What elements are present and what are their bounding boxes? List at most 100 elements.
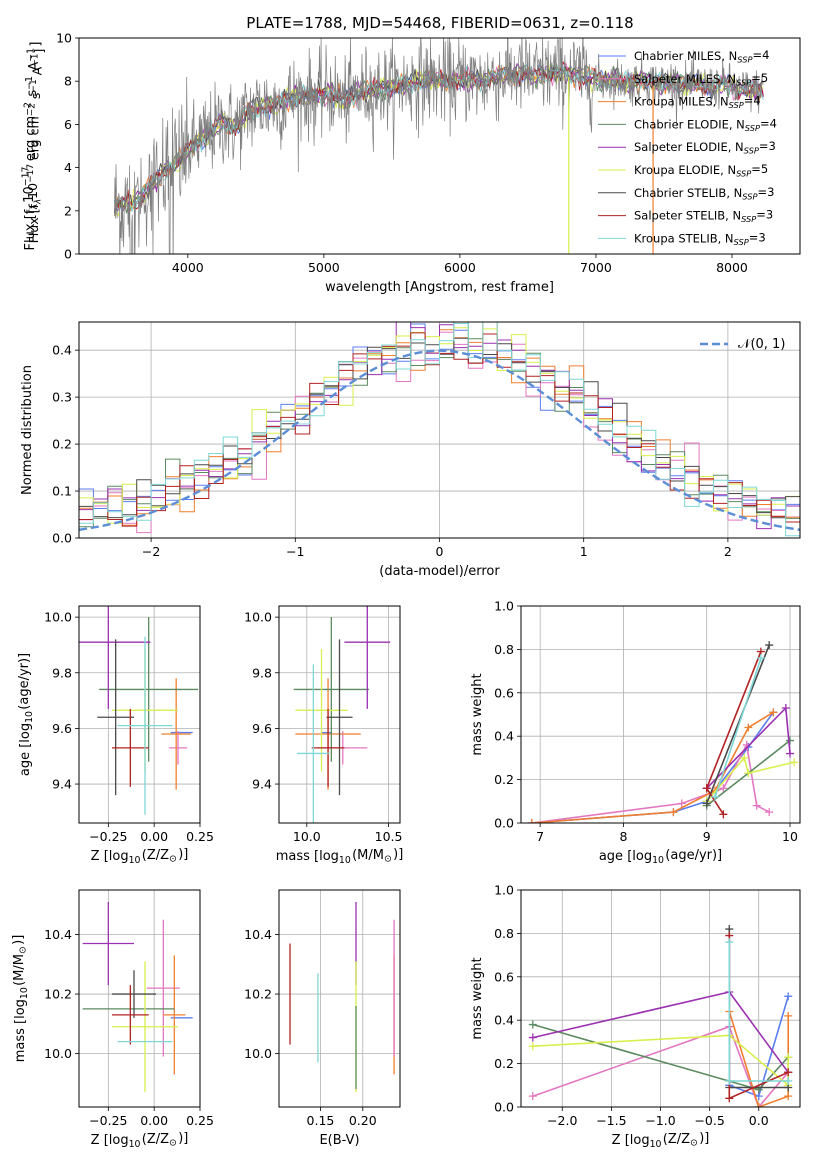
y-tick-label: 10.4 [244, 927, 272, 942]
y-tick-label: 9.6 [52, 721, 72, 736]
y-tick-label: 0.0 [52, 531, 72, 546]
y-tick-label: 9.8 [252, 665, 272, 680]
legend-label-chabrier-stelib: Chabrier STELIB, NSSP=3 [634, 185, 774, 201]
y-tick-label: 10.2 [244, 987, 272, 1002]
chart-age-Z: −0.25 0.00 0.25 9.4 9.6 9.8 10.0 Z [log10 (Z/Z⊙… [17, 605, 214, 866]
y-tick-label: 9.8 [52, 665, 72, 680]
marker-salpeter-elodie [528, 1033, 537, 1042]
marker-kroupa-stelib [711, 792, 720, 801]
y-axis-label: mass weight [470, 957, 485, 1039]
marker-salpeter-miles [528, 1092, 537, 1101]
marker-chabrier-elodie [786, 736, 795, 745]
legend-label-chabrier-elodie: Chabrier ELODIE, NSSP=4 [634, 116, 777, 132]
marker-salpeter-miles [765, 808, 774, 817]
y-tick-label: 0 [64, 247, 72, 262]
marker-kroupa-stelib [725, 1076, 734, 1085]
x-tick-label: −1.5 [596, 1113, 626, 1128]
marker-kroupa-stelib [756, 654, 765, 663]
marker-salpeter-stelib [784, 1068, 793, 1077]
x-tick-label: 8000 [716, 260, 748, 275]
chart-mw-age: 7 8 9 10 0.0 0.2 0.4 0.6 0.8 1.0 age [log10 (age/y… [470, 599, 801, 866]
mass-weight-line-kroupa-elodie [706, 756, 795, 802]
y-tick-label: 0.2 [494, 1056, 514, 1071]
axes-frame [278, 889, 401, 1108]
x-tick-label: 0.0 [749, 1113, 769, 1128]
marker-kroupa-elodie [744, 769, 753, 778]
marker-kroupa-miles [754, 1103, 763, 1107]
mass-weight-line-salpeter-miles [532, 1025, 789, 1107]
marker-chabrier-stelib [702, 799, 711, 808]
y-tick-label: 9.4 [252, 777, 272, 792]
chart-residuals: −2 −1 0 1 2 0.0 0.1 0.2 0.3 0.4 (data-model)/error… [20, 321, 801, 579]
x-tick-label: −0.25 [89, 1113, 127, 1128]
y-tick-label: 0.6 [494, 685, 514, 700]
marker-salpeter-stelib [719, 810, 728, 819]
x-axis-label: (data-model)/error [379, 564, 500, 579]
y-tick-label: 10.0 [44, 610, 72, 625]
y-tick-label: 0.2 [494, 772, 514, 787]
plot-area [79, 606, 199, 815]
x-tick-label: −2.0 [547, 1113, 577, 1128]
y-tick-label: 8 [64, 74, 72, 89]
y-tick-label: 0.4 [494, 729, 514, 744]
marker-salpeter-elodie [786, 749, 795, 758]
marker-kroupa-miles [669, 808, 678, 817]
y-tick-label: 0.2 [52, 437, 72, 452]
x-tick-label: 1 [580, 544, 588, 559]
y-tick-label: 10.0 [244, 1046, 272, 1061]
marker-salpeter-miles [719, 784, 728, 793]
x-tick-label: 0.15 [307, 1113, 335, 1128]
x-axis-label: mass [log10 (M/M⊙ )] [276, 847, 404, 866]
marker-salpeter-miles [752, 801, 761, 810]
histogram-kroupa-stelib [79, 322, 800, 537]
y-tick-label: 10.2 [44, 987, 72, 1002]
marker-salpeter-elodie [781, 703, 790, 712]
y-tick-label: 10 [56, 31, 72, 46]
marker-chabrier-miles [784, 992, 793, 1001]
y-tick-label: 0.8 [494, 642, 514, 657]
x-axis-label: E(B-V) [319, 1133, 359, 1148]
chart-age-mass: 10.0 10.5 9.4 9.6 9.8 10.0 mass [log10 (M/M⊙ )… [244, 605, 404, 866]
y-tick-label: 10.4 [44, 927, 72, 942]
x-tick-label: 4000 [172, 260, 204, 275]
plot-area [113, 38, 764, 254]
marker-chabrier-elodie [528, 1020, 537, 1029]
mass-weight-line-chabrier-stelib [705, 644, 770, 804]
y-tick-label: 1.0 [494, 599, 514, 614]
y-tick-label: 0.1 [52, 484, 72, 499]
y-axis-label: Flux [fλ10−17 erg cm−2 s−1 A−1] [25, 49, 46, 244]
marker-kroupa-elodie [784, 1053, 793, 1062]
y-axis-label: Normed distribution [20, 365, 35, 495]
y-tick-label: 9.6 [252, 721, 272, 736]
x-tick-label: 0.25 [186, 829, 214, 844]
x-tick-label: 7000 [580, 260, 612, 275]
x-tick-label: 10 [782, 829, 798, 844]
x-axis-label: Z [log10 (Z/Z⊙ )] [612, 1131, 710, 1150]
legend-label-normal: 𝒩(0, 1) [738, 337, 785, 352]
plot-area [293, 606, 391, 823]
chart-mass-ebv: 0.15 0.20 10.0 10.2 10.4 E(B-V) [244, 889, 401, 1148]
y-tick-label: 0.0 [494, 1100, 514, 1115]
marker-kroupa-elodie [790, 758, 799, 767]
y-tick-label: 9.4 [52, 777, 72, 792]
y-tick-label: 0.0 [494, 816, 514, 831]
mass-weight-line-kroupa-stelib [714, 657, 762, 798]
x-tick-label: 5000 [308, 260, 340, 275]
axes-frame [278, 605, 401, 824]
chart-mw-Z: −2.0 −1.5 −1.0 −0.5 0.0 0.0 0.2 0.4 0.6 0.8 1.0 Z [… [470, 883, 801, 1150]
y-axis-label: Flux [fλ 10−17 erg cm−2 s−1 A−1 ] [21, 42, 44, 251]
x-axis-label: Z [log10 (Z/Z⊙ )] [91, 847, 189, 866]
figure-title: PLATE=1788, MJD=54468, FIBERID=0631, z=0… [246, 14, 633, 32]
x-tick-label: 7 [536, 829, 544, 844]
y-axis-label: mass [log10 (M/M⊙ )] [11, 935, 30, 1063]
marker-chabrier-stelib [765, 641, 774, 650]
y-tick-label: 1.0 [494, 883, 514, 898]
x-tick-label: −0.25 [89, 829, 127, 844]
marker-kroupa-elodie [740, 753, 749, 762]
chart-spectrum: 4000 5000 6000 7000 8000 0 2 4 6 8 10 wavelength [A… [21, 31, 801, 295]
legend-label-salpeter-stelib: Salpeter STELIB, NSSP=3 [634, 208, 773, 224]
x-tick-label: −1 [286, 544, 304, 559]
chart-mass-Z: −0.25 0.00 0.25 10.0 10.2 10.4 Z [log10 (Z/Z⊙ … [11, 889, 214, 1150]
y-axis-label: mass weight [470, 673, 485, 755]
x-axis-label: age [log10 (age/yr)] [599, 848, 722, 866]
